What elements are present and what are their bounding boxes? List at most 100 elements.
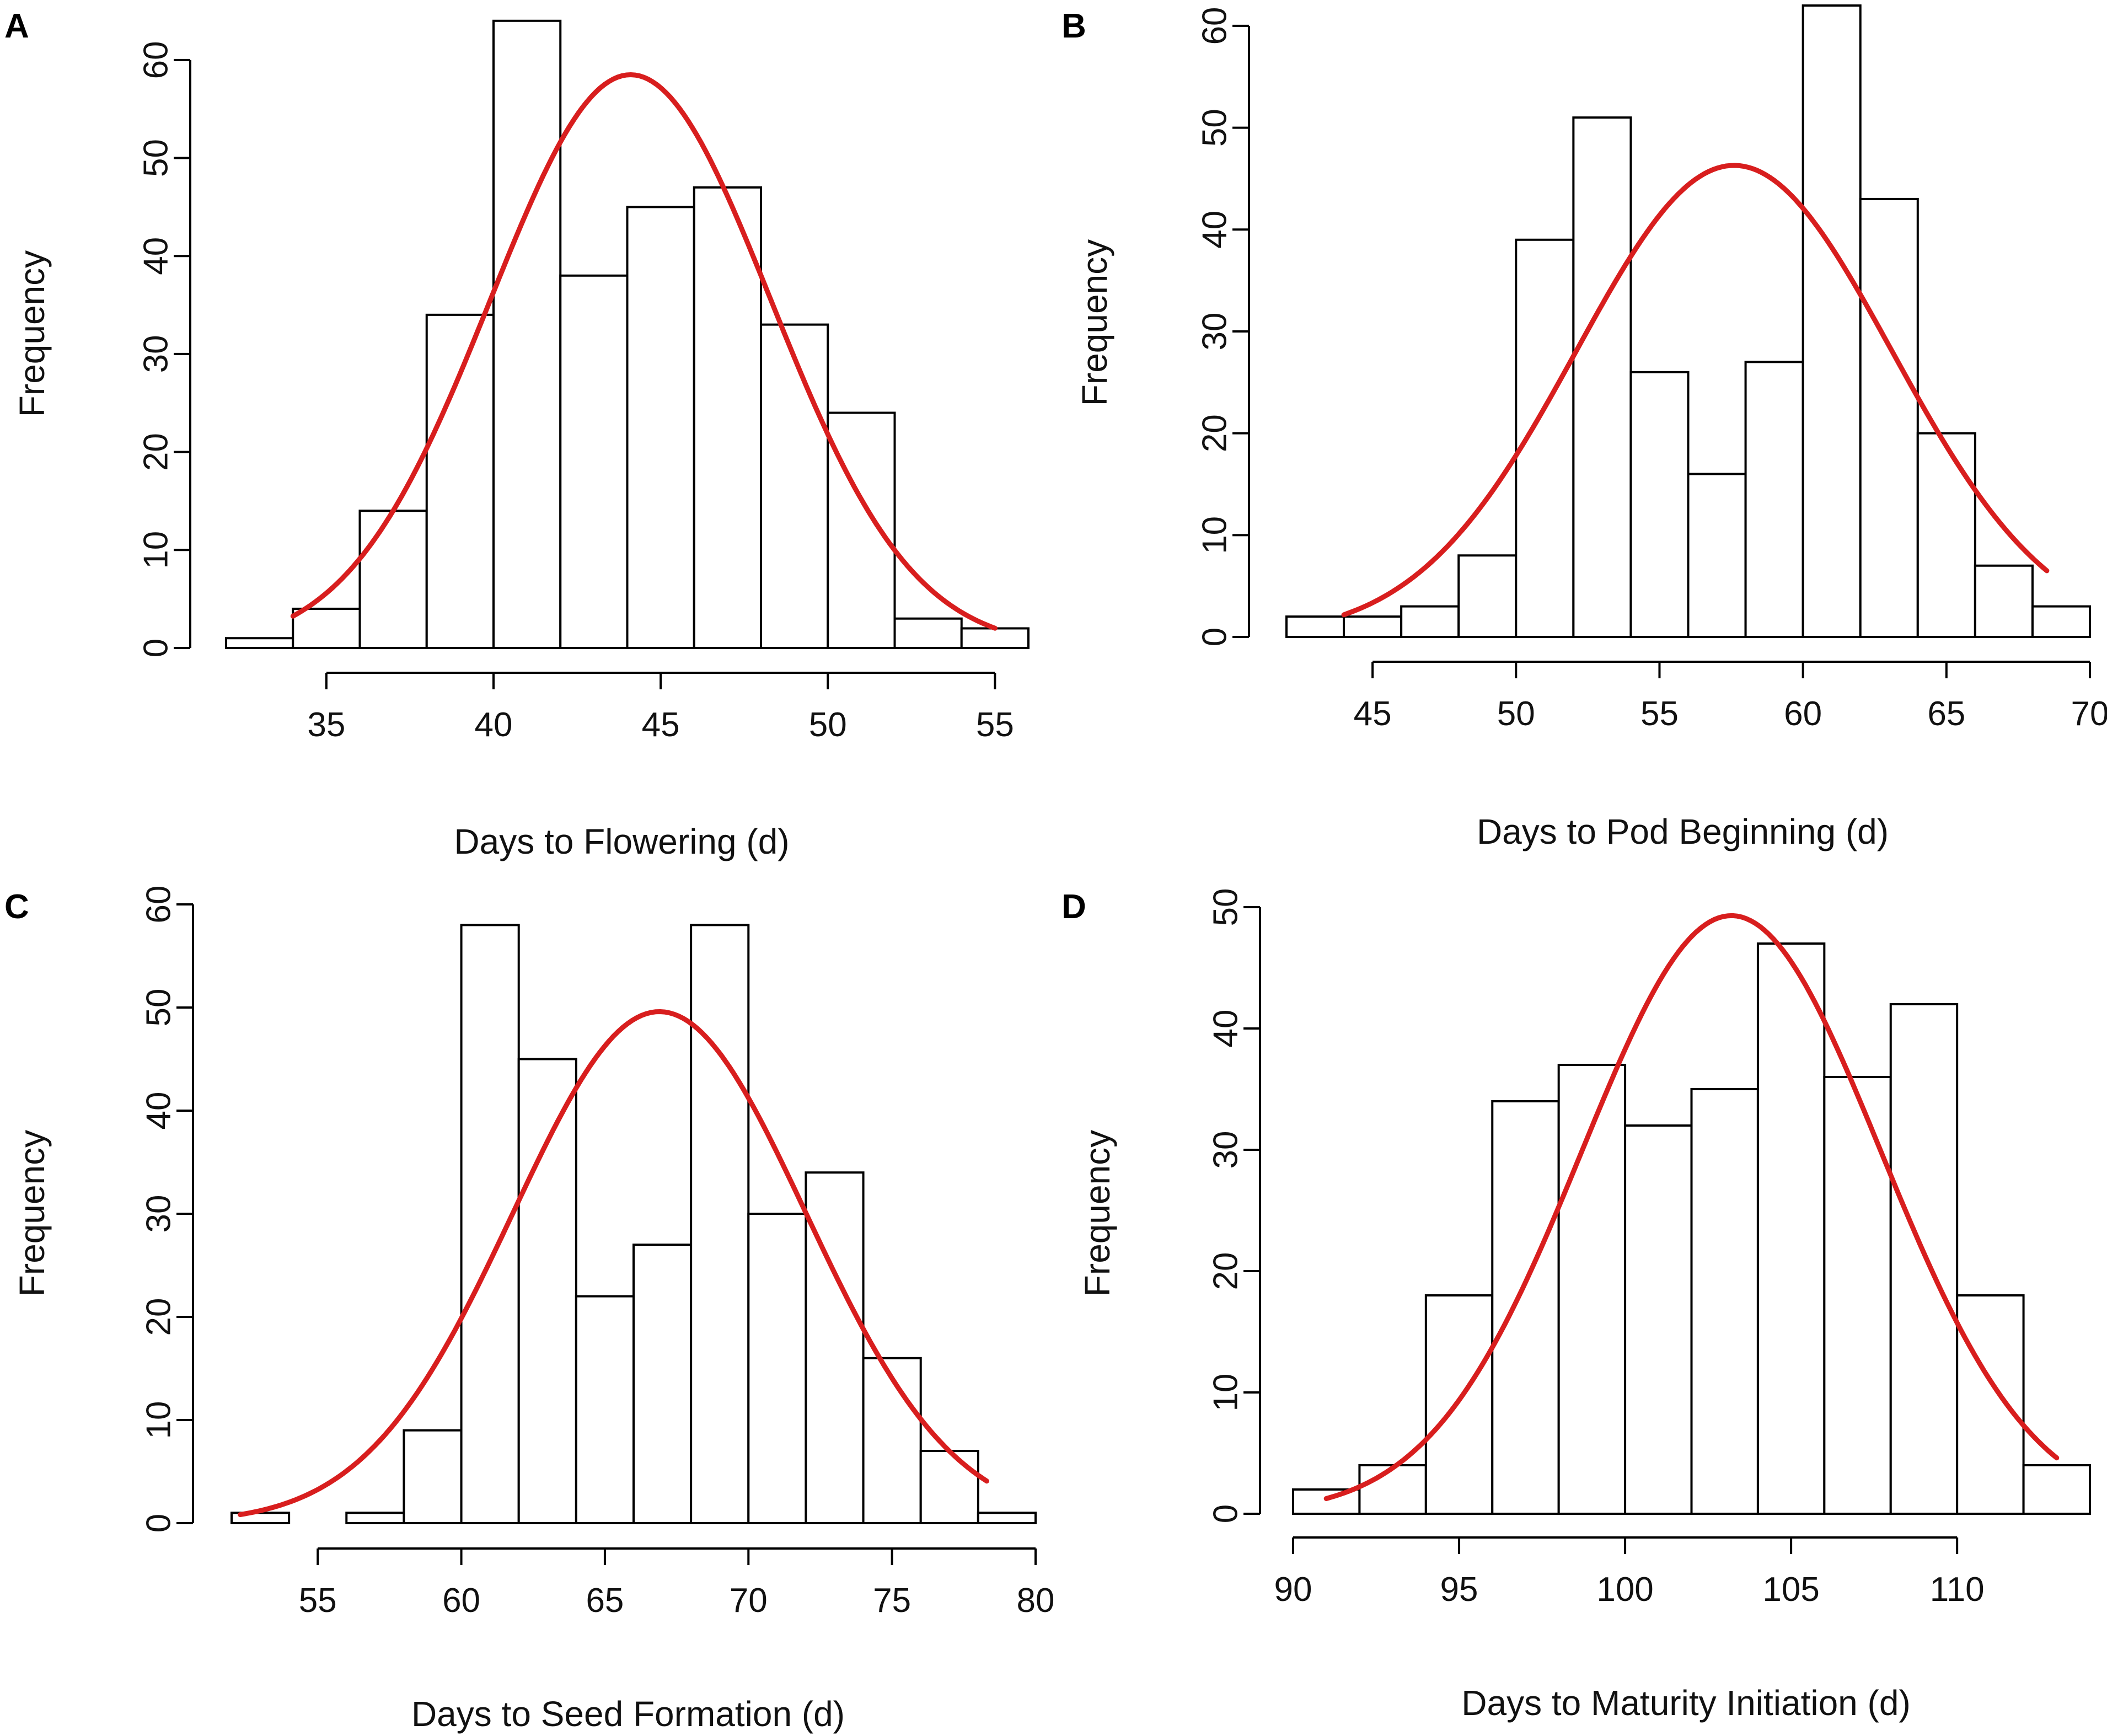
y-tick-label: 30	[1196, 312, 1234, 350]
x-axis-title-c: Days to Seed Formation (d)	[411, 1694, 845, 1734]
bar	[977, 1512, 1037, 1525]
bar	[1343, 615, 1403, 639]
bar	[893, 617, 963, 649]
bar	[805, 1171, 865, 1524]
y-tick-label: 50	[1196, 109, 1234, 147]
bar	[1744, 361, 1804, 638]
bar	[1400, 605, 1460, 639]
x-tick-label: 55	[299, 1582, 337, 1620]
bar	[2031, 605, 2091, 639]
bar	[1974, 564, 2034, 639]
bar	[827, 411, 896, 649]
x-tick-label: 70	[2071, 695, 2107, 733]
panel-letter-d: D	[1061, 888, 1086, 926]
panel-a: A 0 10 20 30 40 50 60 35 40 45 50 55 Days to Flowerin…	[4, 7, 1030, 861]
bar	[1823, 1076, 1892, 1515]
bar	[1424, 1294, 1494, 1515]
x-tick-label: 45	[642, 706, 680, 744]
x-tick-label: 95	[1440, 1571, 1478, 1609]
x-tick-label: 45	[1354, 695, 1392, 733]
x-tick-label: 65	[1927, 695, 1965, 733]
bar	[1690, 1088, 1759, 1515]
bar	[1624, 1124, 1693, 1515]
panel-letter-b: B	[1061, 7, 1086, 45]
bar	[225, 637, 294, 649]
x-tick-label: 35	[307, 706, 345, 744]
x-axis-title-d: Days to Maturity Initiation (d)	[1461, 1683, 1911, 1723]
panel-c: C 0 10 20 30 40 50 60 55 60 65 70 75 80 Days to Seed F…	[4, 886, 1054, 1734]
bar	[1572, 116, 1632, 639]
y-tick-label: 40	[1196, 211, 1234, 249]
y-tick-label: 30	[140, 1195, 178, 1233]
bar	[1956, 1294, 2025, 1515]
panel-d: D 0 10 20 30 40 50 90 95 100 105 110 Days to Maturit…	[1061, 888, 2091, 1723]
x-tick-label: 60	[442, 1582, 480, 1620]
y-tick-label: 10	[137, 531, 175, 569]
x-tick-label: 100	[1596, 1571, 1653, 1609]
y-tick-label: 10	[1207, 1374, 1245, 1412]
y-tick-label: 50	[137, 139, 175, 177]
bars-c	[230, 924, 1037, 1525]
x-tick-label: 70	[730, 1582, 768, 1620]
normal-curve-c	[238, 1009, 989, 1518]
bar	[690, 924, 750, 1524]
x-tick-label: 90	[1274, 1571, 1312, 1609]
y-axis-title-b: Frequency	[1075, 239, 1114, 406]
bar	[559, 274, 629, 649]
bar	[626, 206, 695, 649]
y-tick-label: 60	[140, 886, 178, 924]
bar	[517, 1058, 577, 1524]
bar	[1629, 371, 1690, 638]
panel-letter-a: A	[4, 7, 29, 45]
bar	[292, 607, 361, 650]
bars-d	[1292, 942, 2091, 1515]
bar	[1756, 942, 1826, 1515]
x-tick-label: 110	[1930, 1571, 1985, 1609]
bar	[747, 1213, 807, 1524]
y-tick-label: 40	[1207, 1010, 1245, 1048]
y-tick-label: 20	[137, 433, 175, 471]
y-tick-label: 60	[137, 41, 175, 79]
bar	[1491, 1100, 1560, 1515]
x-tick-label: 80	[1017, 1582, 1055, 1620]
bar	[575, 1295, 635, 1525]
x-tick-label: 50	[809, 706, 847, 744]
x-tick-label: 55	[1640, 695, 1679, 733]
y-tick-label: 0	[1207, 1504, 1245, 1523]
bar	[760, 323, 829, 649]
y-tick-label: 40	[137, 237, 175, 275]
normal-curve-d	[1323, 913, 2060, 1501]
y-tick-label: 40	[140, 1092, 178, 1130]
y-tick-label: 30	[1207, 1131, 1245, 1169]
y-axis-title-c: Frequency	[12, 1130, 52, 1296]
bar	[1802, 4, 1862, 638]
bar	[1687, 473, 1747, 638]
y-tick-label: 0	[140, 1514, 178, 1533]
bar	[1457, 554, 1518, 638]
bar	[345, 1512, 405, 1525]
y-axis-title-d: Frequency	[1077, 1130, 1117, 1296]
bar	[919, 1450, 979, 1525]
bar	[403, 1429, 463, 1524]
y-tick-label: 20	[1196, 414, 1234, 452]
y-tick-label: 20	[140, 1298, 178, 1336]
bar	[358, 510, 428, 649]
y-tick-label: 50	[140, 989, 178, 1027]
y-axis-title-a: Frequency	[12, 250, 52, 417]
bar	[632, 1244, 693, 1525]
bar	[960, 627, 1030, 650]
y-tick-label: 60	[1196, 7, 1234, 45]
x-tick-label: 60	[1784, 695, 1822, 733]
bar	[693, 186, 762, 650]
bar	[425, 313, 495, 649]
bar	[492, 19, 562, 649]
bar	[1916, 432, 1976, 638]
panel-letter-c: C	[4, 888, 29, 926]
normal-curve-b	[1341, 163, 2050, 618]
bars-a	[225, 19, 1030, 650]
y-tick-label: 10	[1196, 516, 1234, 554]
bar	[862, 1357, 922, 1525]
bars-b	[1285, 4, 2091, 639]
x-tick-label: 50	[1497, 695, 1535, 733]
y-tick-label: 20	[1207, 1252, 1245, 1290]
